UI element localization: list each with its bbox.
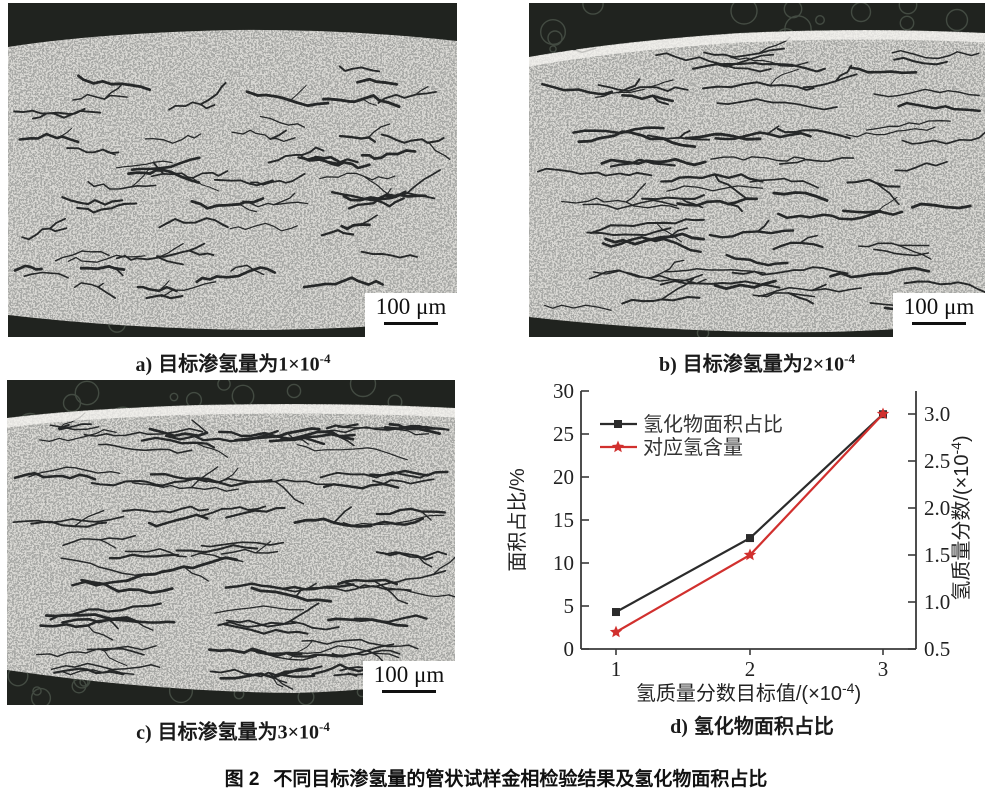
caption-a-value: 1×10: [278, 353, 320, 376]
svg-text:20: 20: [553, 465, 574, 489]
svg-text:对应氢含量: 对应氢含量: [643, 436, 743, 459]
caption-d-label: d): [670, 716, 688, 738]
chart-panel-d: 0 5 10 15 20 25 30 0.5 1.0 1.5 2.0 2.5 3.0 1 2 3 氢质量分数目标…: [490, 378, 992, 710]
svg-text:1.5: 1.5: [924, 543, 950, 567]
scale-bar-line: [384, 322, 438, 325]
svg-text:2.5: 2.5: [924, 449, 950, 473]
scale-bar-label: 100 μm: [375, 294, 447, 319]
caption-panel-c: c) 目标渗氢量为3×10-4: [0, 711, 466, 744]
svg-text:3: 3: [878, 657, 889, 681]
micrograph-panel-b: 100 μm: [529, 3, 985, 337]
caption-b-value: 2×10: [802, 353, 845, 376]
caption-a-label: a): [135, 353, 153, 376]
micrograph-c-image: [7, 380, 455, 705]
caption-b-text: 目标渗氢量为: [682, 353, 803, 376]
scale-bar-line: [912, 322, 966, 325]
caption-c-value: 3×10: [277, 721, 320, 744]
micrograph-b-image: [529, 3, 985, 337]
caption-b-label: b): [658, 353, 677, 376]
caption-panel-a: a) 目标渗氢量为1×10-4: [0, 343, 466, 376]
scale-bar: 100 μm: [365, 293, 457, 337]
svg-text:1.0: 1.0: [924, 590, 950, 614]
caption-c-label: c): [136, 721, 152, 744]
figure-number: 图 2: [224, 769, 260, 790]
caption-a-sup: -4: [319, 351, 331, 366]
figure-caption: 图 2 不同目标渗氢量的管状试样金相检验结果及氢化物面积占比: [0, 764, 992, 791]
svg-text:10: 10: [553, 551, 574, 575]
micrograph-panel-a: 100 μm: [8, 3, 457, 337]
scale-bar: 100 μm: [893, 293, 985, 337]
micrograph-a-image: [8, 3, 457, 337]
hydride-area-chart: 0 5 10 15 20 25 30 0.5 1.0 1.5 2.0 2.5 3.0 1 2 3 氢质量分数目标…: [506, 379, 973, 705]
scale-bar-line: [382, 690, 436, 693]
micrograph-panel-c: 100 μm: [7, 380, 455, 705]
svg-text:2: 2: [745, 657, 756, 681]
svg-text:1: 1: [611, 657, 622, 681]
svg-text:氢质量分数目标值/(×10-4): 氢质量分数目标值/(×10-4): [636, 680, 861, 705]
caption-b-sup: -4: [844, 351, 856, 366]
svg-text:25: 25: [553, 422, 574, 446]
figure-caption-text: 不同目标渗氢量的管状试样金相检验结果及氢化物面积占比: [273, 769, 768, 790]
scale-bar-label: 100 μm: [373, 662, 445, 687]
svg-text:30: 30: [553, 379, 574, 403]
caption-panel-b: b) 目标渗氢量为2×10-4: [522, 343, 992, 376]
svg-text:0: 0: [564, 637, 575, 661]
svg-text:面积占比/%: 面积占比/%: [506, 468, 529, 572]
svg-text:15: 15: [553, 508, 574, 532]
svg-text:3.0: 3.0: [924, 402, 950, 426]
svg-text:5: 5: [564, 594, 575, 618]
svg-text:0.5: 0.5: [924, 637, 950, 661]
caption-d-text: 氢化物面积占比: [693, 716, 834, 738]
caption-panel-d: d) 氢化物面积占比: [512, 711, 992, 743]
caption-a-text: 目标渗氢量为: [158, 353, 279, 376]
scale-bar: 100 μm: [363, 661, 455, 705]
svg-text:氢化物面积占比: 氢化物面积占比: [643, 413, 783, 436]
svg-text:氢质量分数/(×10-4): 氢质量分数/(×10-4): [948, 435, 973, 600]
scale-bar-label: 100 μm: [903, 294, 975, 319]
svg-text:2.0: 2.0: [924, 496, 950, 520]
caption-c-text: 目标渗氢量为: [157, 721, 278, 744]
caption-c-sup: -4: [319, 719, 330, 734]
